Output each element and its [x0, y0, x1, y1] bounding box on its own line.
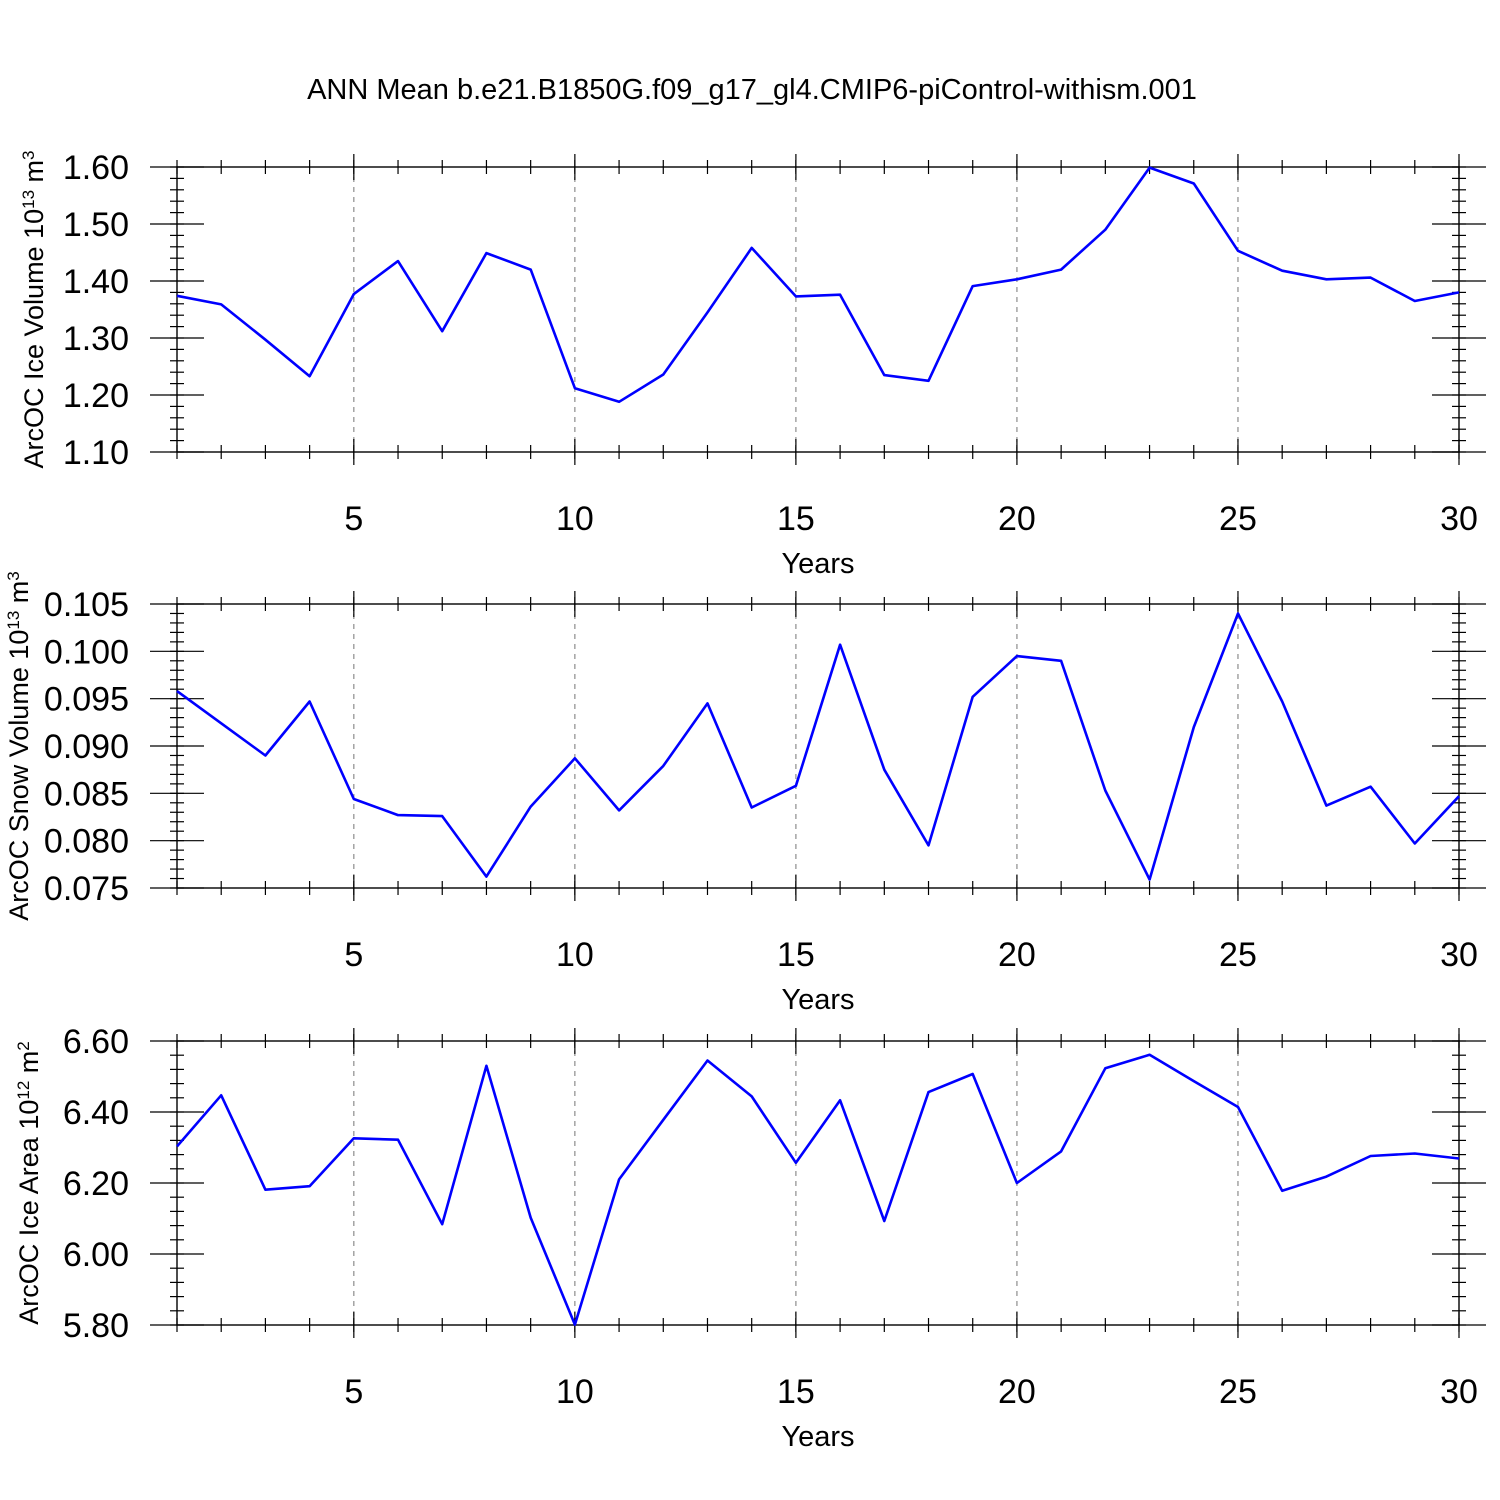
y-axis-label: ArcOC Snow Volume 1013 m3	[4, 571, 35, 921]
y-axis-label-exponent: 3	[4, 571, 23, 580]
panels: 5 10 15 20 25 301.101.201.301.401.501.60Years…	[4, 149, 1486, 1453]
x-tick-label: 30	[1440, 1373, 1478, 1411]
y-axis-label-text: m	[4, 581, 34, 611]
y-tick-label: 1.60	[63, 149, 129, 187]
y-axis-label-exponent: 2	[14, 1041, 33, 1050]
series-line	[176, 612, 1460, 881]
y-tick-label: 1.10	[63, 434, 129, 472]
y-tick-label: 6.00	[63, 1236, 129, 1274]
y-tick-label: 1.50	[63, 206, 129, 244]
x-tick-label: 25	[1219, 500, 1257, 538]
y-tick-label: 1.20	[63, 377, 129, 415]
plot-frame	[176, 1040, 1460, 1326]
y-axis-label: ArcOC Ice Volume 1013 m3	[19, 150, 50, 468]
y-tick-label: 1.30	[63, 320, 129, 358]
panel-ice-volume: 5 10 15 20 25 30 1.10 1.20 1.30 1.40 1.50 1.60 Years…	[19, 149, 1486, 580]
y-tick-label: 0.075	[44, 870, 129, 908]
x-tick-label: 10	[556, 1373, 594, 1411]
y-axis-label-exponent: 13	[19, 190, 38, 209]
x-axis-label: Years	[781, 1421, 854, 1453]
x-tick-label: 15	[777, 936, 815, 974]
y-axis-label: ArcOC Ice Area 1012 m2	[14, 1041, 45, 1325]
y-tick-label: 6.60	[63, 1023, 129, 1061]
series-line	[176, 1053, 1460, 1326]
x-tick-label: 20	[998, 500, 1036, 538]
x-tick-label: 30	[1440, 936, 1478, 974]
y-axis-label-text: ArcOC Ice Area 10	[14, 1100, 44, 1325]
y-axis-label-text: m	[19, 160, 49, 190]
y-tick-label: 0.085	[44, 775, 129, 813]
x-tick-label: 20	[998, 936, 1036, 974]
x-tick-label: 10	[556, 500, 594, 538]
y-tick-label: 1.40	[63, 263, 129, 301]
y-tick-label: 0.105	[44, 586, 129, 624]
panel-snow-volume: 5 10 15 20 25 30 0.075 0.080 0.085 0.090 0.095 0.10…	[4, 571, 1486, 1016]
y-axis-label-text: ArcOC Snow Volume 10	[4, 630, 34, 921]
x-tick-label: 5	[344, 1373, 363, 1411]
y-axis-label-text: m	[14, 1051, 44, 1081]
x-tick-label: 30	[1440, 500, 1478, 538]
y-tick-label: 0.080	[44, 823, 129, 861]
y-tick-label: 6.20	[63, 1165, 129, 1203]
y-axis-label-exponent: 12	[14, 1081, 33, 1100]
figure-title: ANN Mean b.e21.B1850G.f09_g17_gl4.CMIP6-…	[307, 74, 1197, 106]
y-tick-label: 0.095	[44, 681, 129, 719]
x-tick-label: 5	[344, 936, 363, 974]
x-tick-label: 5	[344, 500, 363, 538]
x-axis-label: Years	[781, 984, 854, 1016]
y-axis-label-exponent: 3	[19, 150, 38, 159]
x-axis-label: Years	[781, 548, 854, 580]
series-line	[176, 166, 1460, 404]
x-tick-label: 25	[1219, 936, 1257, 974]
y-tick-label: 0.100	[44, 633, 129, 671]
plot-frame	[176, 166, 1460, 453]
y-tick-label: 5.80	[63, 1307, 129, 1345]
x-tick-label: 25	[1219, 1373, 1257, 1411]
panel-ice-area: 5 10 15 20 25 30 5.80 6.00 6.20 6.40 6.60 Years ArcO…	[14, 1023, 1486, 1453]
plot-frame	[176, 603, 1460, 889]
y-axis-label-text: ArcOC Ice Volume 10	[19, 209, 49, 469]
y-tick-label: 0.090	[44, 728, 129, 766]
x-tick-label: 15	[777, 1373, 815, 1411]
x-tick-label: 20	[998, 1373, 1036, 1411]
y-axis-label-exponent: 13	[4, 611, 23, 630]
x-tick-label: 15	[777, 500, 815, 538]
x-tick-label: 10	[556, 936, 594, 974]
y-tick-label: 6.40	[63, 1094, 129, 1132]
